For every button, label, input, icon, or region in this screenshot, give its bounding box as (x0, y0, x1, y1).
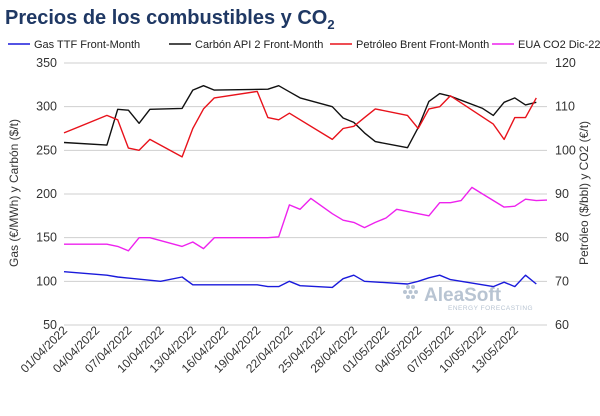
chart-title-main: Precios de los combustibles y CO (5, 7, 327, 29)
x-axis: 01/04/202204/04/202207/04/202210/04/2022… (18, 323, 521, 376)
left-tick-label: 250 (36, 143, 57, 157)
series-line (64, 186, 548, 252)
left-tick-label: 50 (43, 318, 57, 332)
aleasoft-logo-icon (403, 285, 418, 299)
right-tick-label: 90 (555, 187, 569, 201)
series-line (63, 84, 537, 149)
right-tick-label: 60 (555, 318, 569, 332)
left-tick-label: 100 (36, 274, 57, 288)
right-tick-label: 120 (555, 56, 576, 70)
watermark-brand: AleaSoft (424, 285, 502, 306)
legend-entry: EUA CO2 Dic-22 (518, 39, 600, 51)
chart-title-subscript: 2 (327, 17, 334, 32)
series-line (63, 90, 537, 158)
right-tick-label: 110 (555, 100, 575, 114)
right-tick-label: 100 (555, 143, 576, 157)
right-tick-label: 70 (555, 274, 569, 288)
legend-entry: Petróleo Brent Front-Month (356, 39, 489, 51)
left-tick-label: 300 (36, 100, 57, 114)
left-axis-title: Gas (€/MWh) y Carbón ($/t) (7, 119, 21, 267)
watermark-logo: AleaSoft ENERGY FORECASTING (403, 285, 533, 312)
legend-entry: Gas TTF Front-Month (34, 39, 140, 51)
watermark-tagline: ENERGY FORECASTING (448, 305, 533, 312)
right-axis-title: Petróleo ($/bbl) y CO2 (€/t) (577, 121, 591, 265)
left-tick-label: 200 (36, 187, 57, 201)
right-tick-label: 80 (555, 231, 569, 245)
series-group (63, 84, 548, 289)
left-tick-label: 350 (36, 56, 57, 70)
legend: Gas TTF Front-Month Carbón API 2 Front-Mo… (8, 39, 600, 51)
left-axis: 50 100 150 200 250 300 350 (36, 56, 57, 332)
chart-title: Precios de los combustibles y CO2 (5, 7, 335, 32)
legend-entry: Carbón API 2 Front-Month (195, 39, 323, 51)
series-line (63, 271, 537, 289)
left-tick-label: 150 (36, 231, 57, 245)
right-axis: 60 70 80 90 100 110 120 (555, 56, 576, 332)
